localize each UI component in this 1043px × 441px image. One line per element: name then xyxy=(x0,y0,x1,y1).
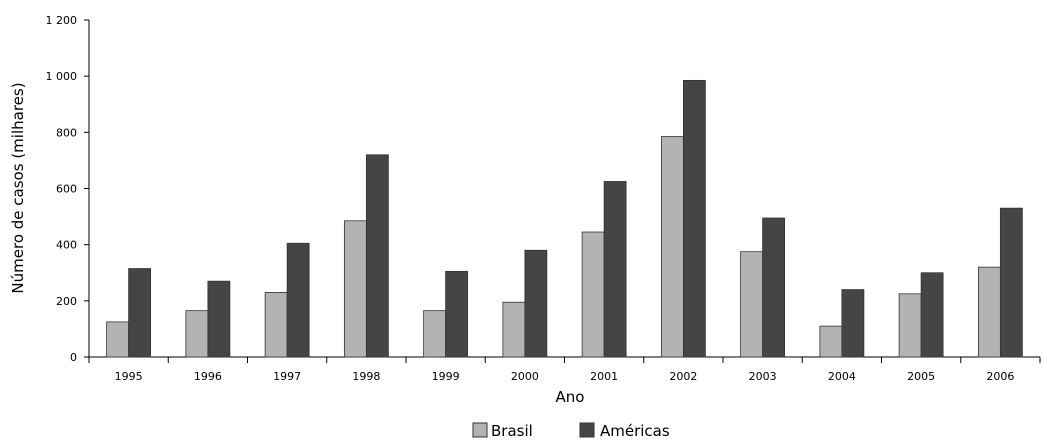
bar-brasil-2002 xyxy=(660,136,684,358)
x-tick-label: 1999 xyxy=(432,370,460,383)
x-tick-label: 2000 xyxy=(511,370,539,383)
legend-swatch-brasil xyxy=(472,422,488,438)
bar-brasil-1998 xyxy=(343,220,367,358)
bar-brasil-1997 xyxy=(264,292,288,358)
bar-americas-2005 xyxy=(920,272,944,358)
x-tick-label: 1996 xyxy=(194,370,222,383)
bar-americas-1999 xyxy=(445,270,469,358)
y-tick-label: 800 xyxy=(56,126,77,139)
y-tick-label: 400 xyxy=(56,239,77,252)
x-ticks: 1995 1996 1997 1998 1999 2000 2001 2002 2003 2004… xyxy=(88,357,1041,383)
y-tick-label: 1 200 xyxy=(46,14,78,27)
y-tick-label: 600 xyxy=(56,183,77,196)
x-axis-label: Ano xyxy=(556,388,585,406)
y-tick-label: 0 xyxy=(70,351,77,364)
x-tick-label: 2006 xyxy=(986,370,1014,383)
x-tick-label: 1998 xyxy=(352,370,380,383)
bar-americas-2003 xyxy=(762,217,786,358)
bar-brasil-1996 xyxy=(185,310,209,358)
bar-americas-2000 xyxy=(524,249,548,358)
legend: Brasil Américas xyxy=(472,422,670,440)
x-tick-label: 2005 xyxy=(907,370,935,383)
axes xyxy=(88,20,1040,358)
y-tick-label: 200 xyxy=(56,295,77,308)
bar-americas-1996 xyxy=(207,280,231,358)
bar-brasil-2003 xyxy=(740,251,764,358)
y-axis-label: Número de casos (milhares) xyxy=(9,82,27,293)
bar-americas-1998 xyxy=(365,154,389,358)
bar-americas-2006 xyxy=(999,207,1023,358)
legend-label-americas: Américas xyxy=(600,422,670,440)
y-tick-label: 1 000 xyxy=(46,70,78,83)
x-tick-label: 1995 xyxy=(115,370,143,383)
bar-brasil-2001 xyxy=(581,231,605,358)
legend-label-brasil: Brasil xyxy=(491,422,533,440)
bar-americas-1995 xyxy=(128,268,152,358)
bar-americas-2004 xyxy=(841,289,865,358)
x-tick-label: 2002 xyxy=(669,370,697,383)
bars xyxy=(106,79,1023,358)
bar-brasil-1995 xyxy=(106,321,130,358)
bar-brasil-2000 xyxy=(502,301,526,358)
bar-brasil-1999 xyxy=(423,310,447,358)
bar-brasil-2006 xyxy=(977,266,1001,358)
bar-brasil-2004 xyxy=(819,325,843,358)
legend-swatch-americas xyxy=(579,422,595,438)
bar-americas-1997 xyxy=(286,242,310,358)
bar-americas-2001 xyxy=(603,181,627,358)
x-tick-label: 2004 xyxy=(828,370,856,383)
x-tick-label: 1997 xyxy=(273,370,301,383)
bar-americas-2002 xyxy=(682,79,706,358)
x-tick-label: 2001 xyxy=(590,370,618,383)
y-ticks: 0 200 400 600 800 1 000 1 200 xyxy=(46,14,89,364)
x-tick-label: 2003 xyxy=(749,370,777,383)
bar-brasil-2005 xyxy=(898,293,922,358)
